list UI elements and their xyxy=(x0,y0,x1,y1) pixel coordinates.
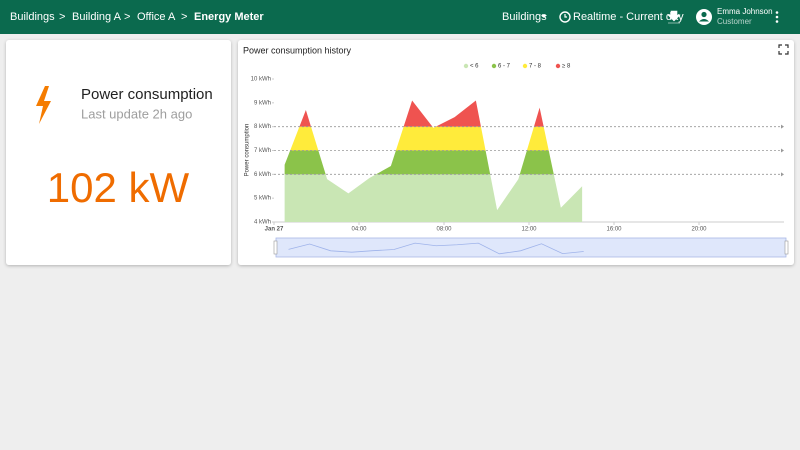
navigator-handle xyxy=(273,240,278,255)
user-role: Customer xyxy=(717,17,752,26)
legend-label: ≥ 8 xyxy=(562,64,571,70)
legend-swatch xyxy=(463,63,469,69)
threshold-arrow xyxy=(781,172,784,177)
x-tick-label: 12:00 xyxy=(521,227,537,233)
area-band xyxy=(299,100,544,127)
navigator-line xyxy=(288,242,584,255)
value-card xyxy=(6,40,231,265)
threshold-arrow xyxy=(781,148,784,153)
legend-label: < 6 xyxy=(470,64,479,70)
breadcrumb-current: Energy Meter xyxy=(194,11,264,23)
area xyxy=(284,174,583,222)
plot: 4 kWh 5 kWh 6 kWh 7 kWh 8 kWh 9 kWh 10 kWh Jan … xyxy=(251,63,789,258)
area-band xyxy=(290,126,549,151)
card-title: Power consumption xyxy=(81,86,213,103)
legend-swatch xyxy=(555,63,561,69)
breadcrumb-separator: > xyxy=(124,11,130,23)
breadcrumb-separator: > xyxy=(181,11,187,23)
y-axis-label: Power consumption xyxy=(245,124,251,177)
chart-card xyxy=(238,40,794,265)
breadcrumb-separator: > xyxy=(59,11,65,23)
clock-hands xyxy=(564,14,567,18)
legend-swatch xyxy=(491,63,497,69)
legend-swatch xyxy=(522,63,528,69)
clock-icon xyxy=(559,11,571,23)
y-tick-label: 6 kWh xyxy=(254,172,271,178)
menu-icon[interactable] xyxy=(775,11,779,23)
x-tick-label: 08:00 xyxy=(436,227,452,233)
navigator-handle xyxy=(784,240,789,255)
card-subtitle: Last update 2h ago xyxy=(81,106,192,121)
dashboard-selector[interactable]: Buildings xyxy=(502,11,547,23)
fullscreen-icon[interactable] xyxy=(778,44,789,55)
avatar-body xyxy=(699,19,709,22)
x-tick-label: Jan 27 xyxy=(265,227,284,233)
x-tick-label: 16:00 xyxy=(606,227,622,233)
y-tick-label: 5 kWh xyxy=(254,196,271,202)
y-tick-label: 7 kWh xyxy=(254,148,271,154)
timewindow[interactable]: Realtime - Current day xyxy=(573,11,684,23)
chart-title: Power consumption history xyxy=(243,45,352,55)
x-tick-label: 20:00 xyxy=(691,227,707,233)
breadcrumb[interactable]: Office A xyxy=(137,11,176,23)
top-bar xyxy=(0,0,800,34)
avatar-head xyxy=(701,11,707,18)
x-tick-label: 04:00 xyxy=(351,227,367,233)
y-tick-label: 8 kWh xyxy=(254,124,271,130)
card-value: 102 kW xyxy=(47,164,190,211)
area-band xyxy=(284,150,554,175)
user-name: Emma Johnson xyxy=(717,7,773,16)
breadcrumb[interactable]: Building A xyxy=(72,11,122,23)
y-tick-label: 10 kWh xyxy=(251,77,271,83)
y-tick-label: 4 kWh xyxy=(254,220,271,226)
breadcrumb[interactable]: Buildings xyxy=(10,11,55,23)
y-tick-label: 9 kWh xyxy=(254,100,271,106)
legend-label: 7 - 8 xyxy=(529,64,542,70)
bolt-icon xyxy=(36,86,51,124)
legend-label: 6 - 7 xyxy=(498,64,511,70)
dropdown-icon xyxy=(541,15,547,18)
threshold-arrow xyxy=(781,124,784,129)
download-icon[interactable] xyxy=(667,10,681,24)
